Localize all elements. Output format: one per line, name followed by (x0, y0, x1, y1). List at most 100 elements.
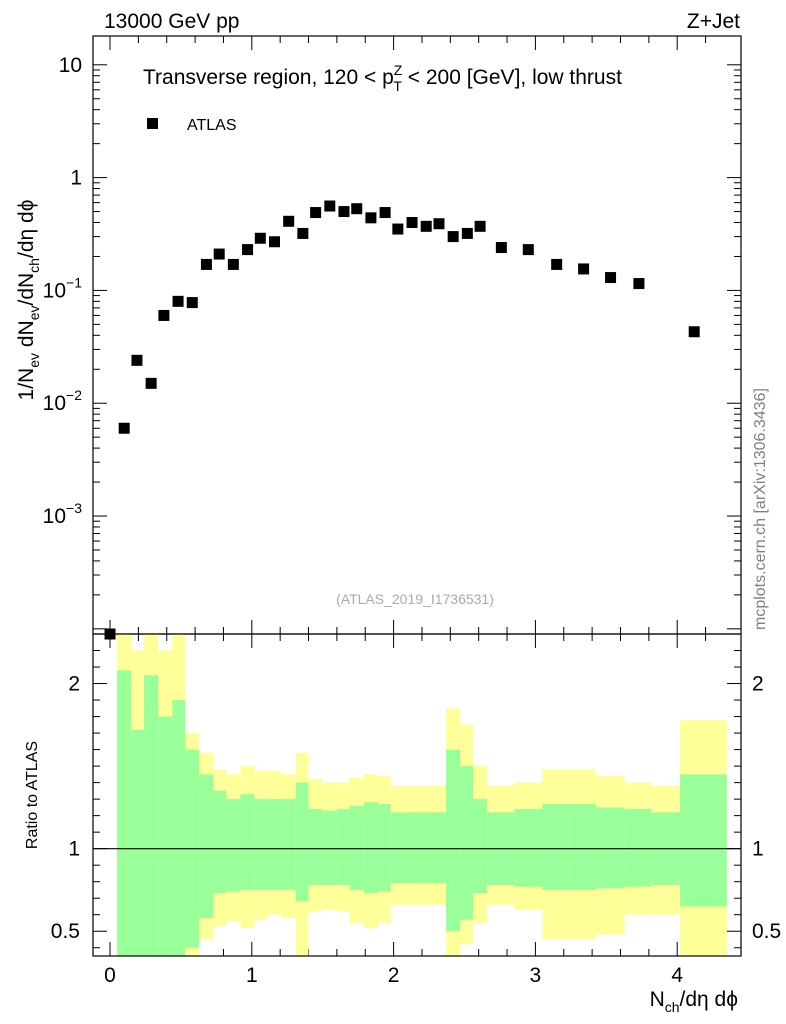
header-left: 13000 GeV pp (104, 10, 239, 33)
main-ytick-label: 10 (59, 54, 82, 77)
data-point (605, 272, 617, 284)
data-point (186, 297, 198, 309)
main-ylabel: 1/Nev dNev/dNch/dη dϕ (15, 200, 42, 401)
data-point (254, 232, 266, 244)
ratio-frame (92, 633, 742, 957)
main-ytick-base: 10 (43, 279, 66, 302)
ratio-band-inner (158, 716, 173, 956)
ratio-band-inner (117, 670, 132, 956)
data-point (297, 227, 309, 239)
main-ytick-exp: −3 (66, 500, 82, 516)
data-point (474, 220, 486, 232)
ylabel-p3: ev (26, 305, 42, 320)
data-point (495, 242, 507, 254)
data-point (578, 263, 590, 275)
ratio-band-inner (172, 700, 186, 956)
ylabel-p1: ev (26, 353, 42, 368)
ratio-band-inner (240, 794, 255, 890)
xlabel-p0: N (650, 988, 665, 1011)
data-point (158, 309, 170, 321)
ratio-band-inner (390, 812, 405, 884)
xtick-label: 4 (671, 964, 683, 987)
data-point (461, 227, 473, 239)
data-point (688, 326, 700, 338)
ratio-band-inner (295, 782, 309, 902)
ratio-band-inner (199, 774, 214, 919)
ratio-ytick-label-right: 1 (752, 838, 764, 861)
ratio-band-inner (131, 729, 145, 956)
data-point (324, 200, 336, 212)
data-point (200, 258, 212, 270)
ratio-ytick-label: 0.5 (51, 920, 80, 943)
data-point (633, 278, 645, 290)
main-ytick-label: 10−3 (43, 500, 83, 528)
xtick-label: 0 (104, 964, 116, 987)
ylabel-p2: dN (15, 320, 38, 353)
data-point (338, 206, 350, 218)
data-point (447, 231, 459, 243)
title-sub: T (393, 78, 402, 94)
data-point (213, 248, 225, 260)
main-ytick-base: 10 (43, 392, 66, 415)
ratio-ylabel: Ratio to ATLAS (24, 741, 41, 849)
ylabel-p6: /dη dϕ (15, 200, 38, 258)
header-right: Z+Jet (687, 10, 740, 33)
data-point (365, 212, 377, 224)
ratio-band-inner (431, 812, 447, 884)
data-point (227, 258, 239, 270)
ratio-band-inner (378, 804, 391, 892)
data-point (351, 203, 363, 215)
data-point (118, 422, 130, 434)
analysis-watermark: (ATLAS_2019_I1736531) (336, 591, 494, 607)
data-point (433, 218, 445, 230)
ratio-ytick-label: 2 (68, 673, 80, 696)
main-ytick-exp: −2 (66, 387, 82, 403)
main-ytick-label: 10−1 (43, 274, 83, 302)
main-ytick-base: 10 (59, 54, 82, 77)
ratio-band-inner (336, 809, 350, 885)
ratio-band-inner (363, 802, 379, 894)
ratio-band-inner (254, 799, 268, 890)
data-point (551, 258, 563, 270)
ratio-ytick-label-right: 2 (752, 673, 764, 696)
data-point (379, 207, 391, 219)
data-point (392, 223, 404, 235)
xlabel: Nch/dη dϕ (650, 988, 738, 1015)
ratio-band-inner (213, 790, 227, 894)
xtick-label: 3 (530, 964, 542, 987)
xlabel-p1: ch (665, 999, 680, 1015)
ratio-band-inner (542, 804, 570, 890)
xlabel-p2: /dη dϕ (680, 988, 738, 1011)
ratio-ytick-label: 1 (68, 838, 80, 861)
title-post: < 200 [GeV], low thrust (402, 66, 622, 89)
data-point (172, 295, 184, 307)
ratio-plot: 0 1 2 3 4 0.5 0.5 1 1 2 2 (51, 634, 781, 987)
ratio-ytick-label-right: 0.5 (752, 920, 781, 943)
xtick-label: 1 (246, 964, 258, 987)
ylabel-p0: 1/N (15, 368, 38, 401)
ratio-band-inner (226, 799, 241, 892)
ratio-band-inner (446, 749, 461, 932)
data-point (406, 216, 418, 228)
ratio-band-inner (322, 810, 337, 885)
ratio-band-inner (144, 675, 159, 956)
legend-marker (147, 118, 158, 129)
ratio-band-inner (680, 774, 727, 907)
ratio-band-inner (596, 807, 625, 889)
ylabel-p4: /dN (15, 273, 38, 306)
title-sup: Z (394, 62, 403, 78)
data-point (522, 244, 534, 256)
ratio-band-inner (419, 812, 432, 884)
data-point (283, 215, 295, 227)
plot-title: Transverse region, 120 < pZ T < 200 [GeV]… (143, 62, 622, 94)
main-ytick-exp: −1 (66, 274, 82, 290)
data-point (131, 354, 143, 366)
main-ytick-label: 10−2 (43, 387, 83, 415)
ratio-band-inner (624, 809, 652, 887)
xtick-label: 2 (388, 964, 400, 987)
ratio-band-inner (514, 809, 543, 887)
ratio-band-inner (267, 799, 282, 890)
main-ytick-base: 10 (43, 505, 66, 528)
ratio-band-inner (349, 805, 364, 890)
